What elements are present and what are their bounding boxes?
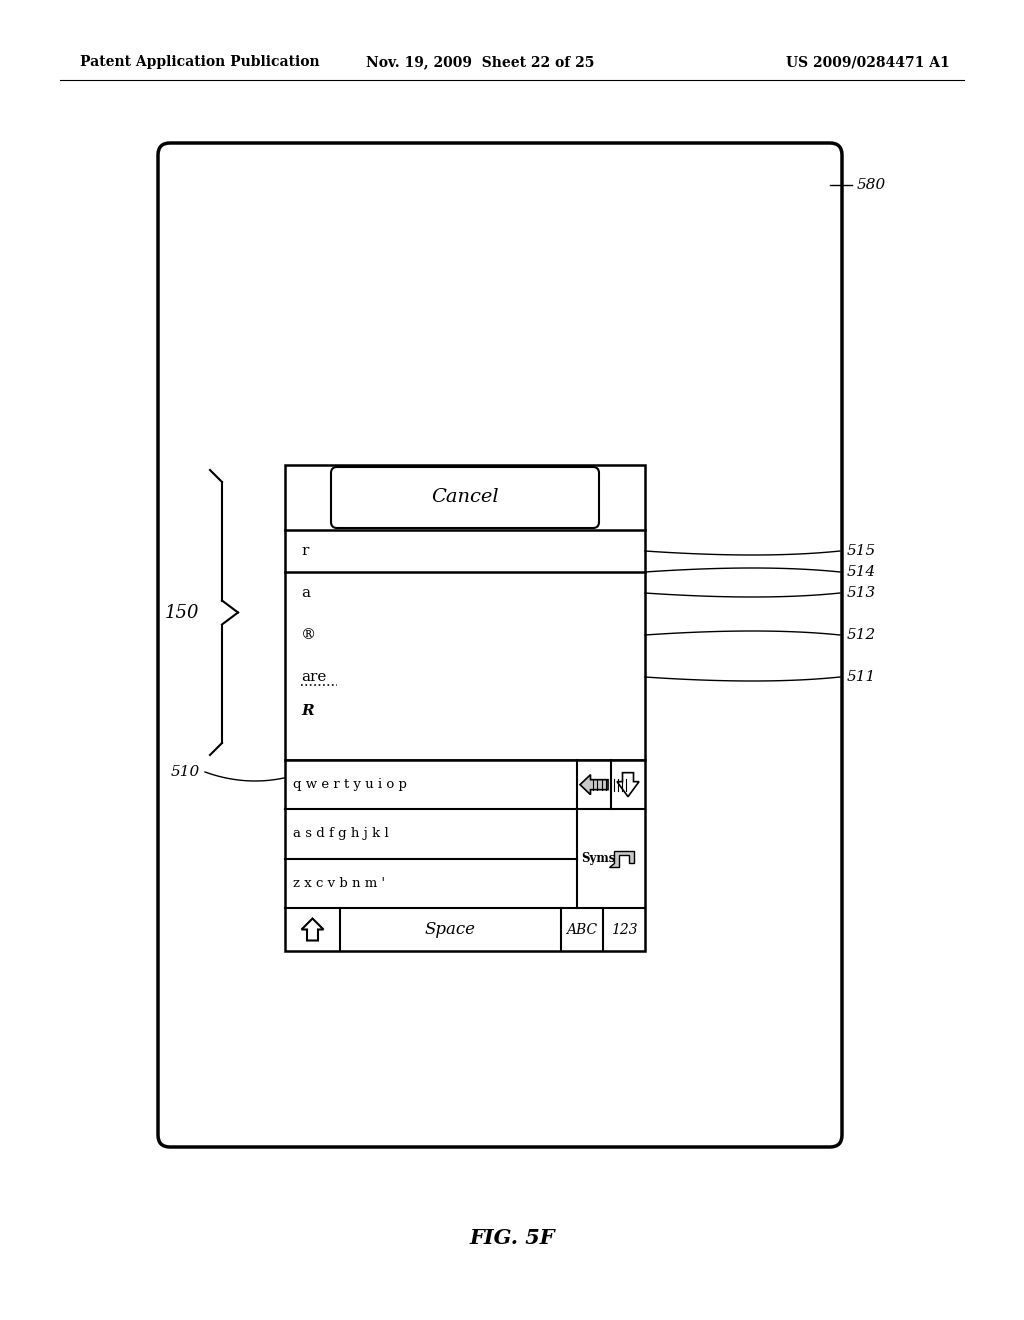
Text: 513: 513 — [847, 586, 877, 601]
Text: Syms: Syms — [581, 853, 615, 865]
Text: q w e r t y u i o p: q w e r t y u i o p — [293, 779, 407, 791]
Text: Nov. 19, 2009  Sheet 22 of 25: Nov. 19, 2009 Sheet 22 of 25 — [366, 55, 594, 69]
Text: 514: 514 — [847, 565, 877, 579]
Polygon shape — [617, 772, 639, 797]
Text: 580: 580 — [857, 178, 886, 191]
FancyBboxPatch shape — [331, 467, 599, 528]
Bar — [285, 465, 645, 760]
Text: 150: 150 — [165, 603, 200, 622]
Text: z x c v b n m ': z x c v b n m ' — [293, 876, 385, 890]
Text: Space: Space — [425, 921, 476, 939]
Text: 515: 515 — [847, 544, 877, 558]
Text: are: are — [301, 671, 327, 684]
Text: Cancel: Cancel — [431, 488, 499, 507]
Text: US 2009/0284471 A1: US 2009/0284471 A1 — [786, 55, 950, 69]
Text: 511: 511 — [847, 671, 877, 684]
Polygon shape — [609, 850, 634, 867]
Text: a: a — [301, 586, 310, 601]
Text: 512: 512 — [847, 628, 877, 642]
Text: FIG. 5F: FIG. 5F — [469, 1228, 555, 1247]
Text: Patent Application Publication: Patent Application Publication — [80, 55, 319, 69]
Bar — [285, 760, 645, 950]
Polygon shape — [301, 919, 324, 940]
Text: r: r — [301, 544, 308, 558]
Text: 510: 510 — [171, 766, 200, 779]
Text: R: R — [301, 704, 313, 718]
Text: a s d f g h j k l: a s d f g h j k l — [293, 828, 389, 841]
Text: ®: ® — [301, 628, 316, 642]
FancyBboxPatch shape — [158, 143, 842, 1147]
Text: ABC: ABC — [566, 923, 598, 936]
Polygon shape — [580, 775, 608, 795]
Text: 123: 123 — [610, 923, 637, 936]
